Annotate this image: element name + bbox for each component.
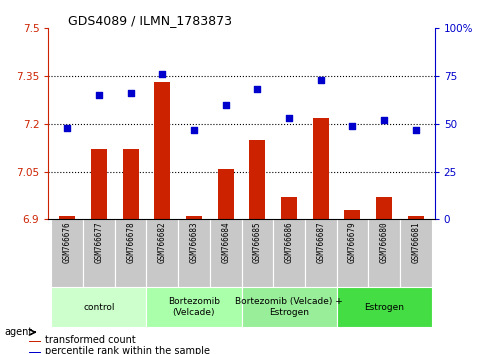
Bar bbox=[91, 149, 107, 219]
Text: Bortezomib (Velcade) +
Estrogen: Bortezomib (Velcade) + Estrogen bbox=[235, 297, 343, 317]
Point bbox=[127, 91, 134, 96]
Bar bbox=[281, 197, 297, 219]
Bar bbox=[155, 82, 170, 219]
Bar bbox=[146, 287, 242, 327]
Text: GSM766681: GSM766681 bbox=[411, 222, 420, 263]
Bar bbox=[337, 219, 368, 287]
Bar bbox=[273, 219, 305, 287]
Bar bbox=[249, 140, 265, 219]
Bar bbox=[146, 219, 178, 287]
Text: GSM766677: GSM766677 bbox=[95, 222, 103, 263]
Text: GSM766683: GSM766683 bbox=[189, 222, 199, 263]
Bar bbox=[313, 118, 328, 219]
Bar bbox=[242, 287, 337, 327]
Text: GSM766687: GSM766687 bbox=[316, 222, 325, 263]
Text: GSM766678: GSM766678 bbox=[126, 222, 135, 263]
Text: agent: agent bbox=[5, 327, 33, 337]
Text: GSM766685: GSM766685 bbox=[253, 222, 262, 263]
Point bbox=[95, 92, 103, 98]
Bar bbox=[242, 219, 273, 287]
Text: GSM766684: GSM766684 bbox=[221, 222, 230, 263]
Text: Estrogen: Estrogen bbox=[364, 303, 404, 312]
Text: transformed count: transformed count bbox=[45, 335, 136, 345]
Bar bbox=[186, 216, 202, 219]
Text: GSM766682: GSM766682 bbox=[158, 222, 167, 263]
Text: GSM766680: GSM766680 bbox=[380, 222, 388, 263]
Bar bbox=[59, 216, 75, 219]
Bar bbox=[210, 219, 242, 287]
Point bbox=[412, 127, 420, 132]
Bar bbox=[344, 210, 360, 219]
Text: GSM766676: GSM766676 bbox=[63, 222, 72, 263]
Bar bbox=[83, 219, 115, 287]
Text: GSM766686: GSM766686 bbox=[284, 222, 294, 263]
Bar bbox=[123, 149, 139, 219]
Bar bbox=[218, 169, 234, 219]
Bar bbox=[376, 197, 392, 219]
Bar bbox=[29, 352, 41, 353]
Point bbox=[349, 123, 356, 129]
Point bbox=[285, 115, 293, 121]
Point bbox=[158, 72, 166, 77]
Bar bbox=[368, 219, 400, 287]
Bar bbox=[52, 219, 83, 287]
Bar bbox=[337, 287, 431, 327]
Bar bbox=[115, 219, 146, 287]
Bar bbox=[400, 219, 431, 287]
Bar bbox=[408, 216, 424, 219]
Bar bbox=[178, 219, 210, 287]
Text: control: control bbox=[83, 303, 115, 312]
Point bbox=[380, 117, 388, 123]
Text: GSM766679: GSM766679 bbox=[348, 222, 357, 263]
Bar bbox=[305, 219, 337, 287]
Point bbox=[63, 125, 71, 131]
Point bbox=[190, 127, 198, 132]
Point bbox=[222, 102, 229, 108]
Text: Bortezomib
(Velcade): Bortezomib (Velcade) bbox=[168, 297, 220, 317]
Point bbox=[254, 87, 261, 92]
Point bbox=[317, 77, 325, 83]
Text: GDS4089 / ILMN_1783873: GDS4089 / ILMN_1783873 bbox=[68, 14, 232, 27]
Bar bbox=[52, 287, 146, 327]
Bar bbox=[29, 341, 41, 342]
Text: percentile rank within the sample: percentile rank within the sample bbox=[45, 346, 211, 354]
